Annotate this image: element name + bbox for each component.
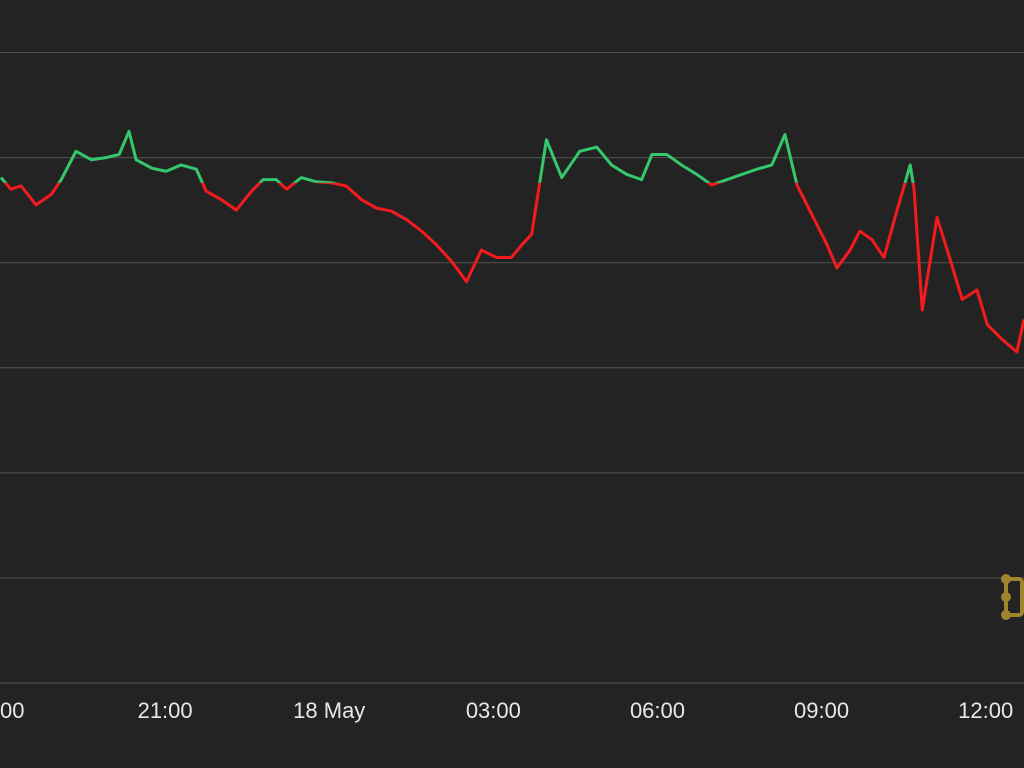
- plot-area: [0, 129, 1024, 354]
- logo-dot: [1001, 592, 1011, 602]
- logo-dot: [1001, 574, 1011, 584]
- x-tick-label: 21:00: [138, 698, 193, 723]
- x-axis: 00 21:00 18 May 03:00 06:00 09:00 12:00: [0, 698, 1013, 723]
- x-tick-label: 00: [0, 698, 24, 723]
- x-tick-label: 06:00: [630, 698, 685, 723]
- grid: [0, 51, 1024, 684]
- x-tick-label: 12:00: [958, 698, 1013, 723]
- x-tick-label: 18 May: [293, 698, 365, 723]
- x-tick-label: 09:00: [794, 698, 849, 723]
- x-tick-label: 03:00: [466, 698, 521, 723]
- watermark-logo: [1001, 574, 1024, 620]
- logo-dot: [1001, 610, 1011, 620]
- line-above: [0, 129, 915, 183]
- line-below: [3, 182, 1024, 354]
